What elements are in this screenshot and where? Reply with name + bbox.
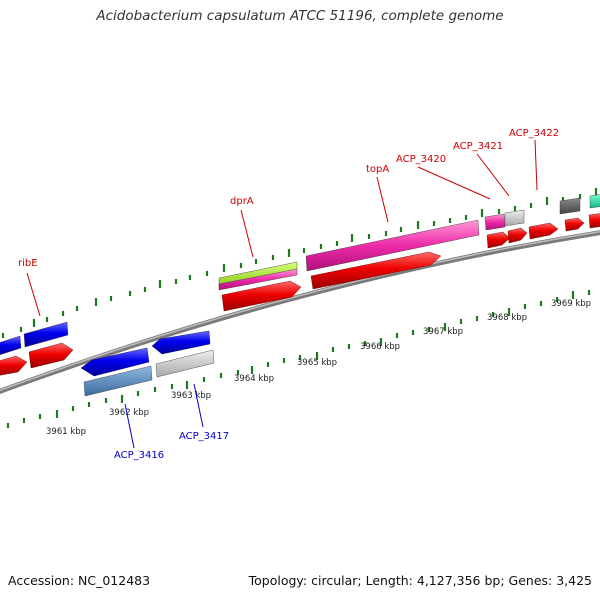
gene-labels: ribE dprA topA ACP_3420 ACP_3421 ACP_342… [18,128,559,461]
gene-cog-box[interactable] [305,219,480,272]
scale-label: 3964 kbp [234,374,274,384]
gene-arrow[interactable] [0,355,28,376]
map-title: Acidobacterium capsulatum ATCC 51196, co… [96,8,504,24]
gene-arrow[interactable] [588,213,600,229]
label-leaders [26,139,538,449]
gene-arrow[interactable] [486,231,511,249]
gene-arrow[interactable] [80,347,150,377]
gene-arrow[interactable] [528,222,559,240]
gene-label-acp3416[interactable]: ACP_3416 [114,450,164,461]
gene-cog-box[interactable] [589,194,600,209]
gene-arrow[interactable] [564,217,585,232]
gene-arrow[interactable] [507,227,528,244]
gene-cog-box[interactable] [218,268,298,291]
lower-tick-ring [6,290,591,428]
gene-cog-box[interactable] [155,349,215,378]
scale-label: 3965 kbp [297,358,337,368]
gene-label-acp3422[interactable]: ACP_3422 [509,128,559,139]
genome-backbone [0,230,600,394]
gene-cog-box[interactable] [504,209,525,227]
plus-strand-gene-track [0,213,600,376]
scale-label: 3968 kbp [487,313,527,323]
minus-strand-gene-track [80,330,211,377]
gene-label-acp3421[interactable]: ACP_3421 [453,141,503,152]
gene-cog-box[interactable] [484,213,506,231]
scale-label: 3966 kbp [360,342,400,352]
plus-strand-cog-track [0,194,600,356]
scale-labels: 3961 kbp 3962 kbp 3963 kbp 3964 kbp 3965… [46,299,591,437]
gene-label-acp3417[interactable]: ACP_3417 [179,431,229,442]
accession-text: Accession: NC_012483 [8,573,151,588]
scale-label: 3967 kbp [423,327,463,337]
scale-label: 3969 kbp [551,299,591,309]
gene-arrow[interactable] [221,280,302,312]
scale-label: 3961 kbp [46,427,86,437]
gene-label-acp3420[interactable]: ACP_3420 [396,154,446,165]
gene-label-dprA[interactable]: dprA [230,196,254,207]
scale-label: 3962 kbp [109,408,149,418]
gene-cog-box[interactable] [83,365,153,397]
gene-cog-box[interactable] [23,321,69,348]
gene-label-ribE[interactable]: ribE [18,258,38,269]
gene-arrow[interactable] [28,342,74,369]
gene-cog-box[interactable] [0,335,22,356]
scale-label: 3963 kbp [171,391,211,401]
genome-summary-text: Topology: circular; Length: 4,127,356 bp… [248,573,592,588]
gene-label-topA[interactable]: topA [366,164,389,175]
gene-arrow[interactable] [151,330,211,355]
minus-strand-cog-track [83,349,215,397]
gene-arrow[interactable] [310,251,442,290]
gene-cog-box[interactable] [559,197,581,215]
